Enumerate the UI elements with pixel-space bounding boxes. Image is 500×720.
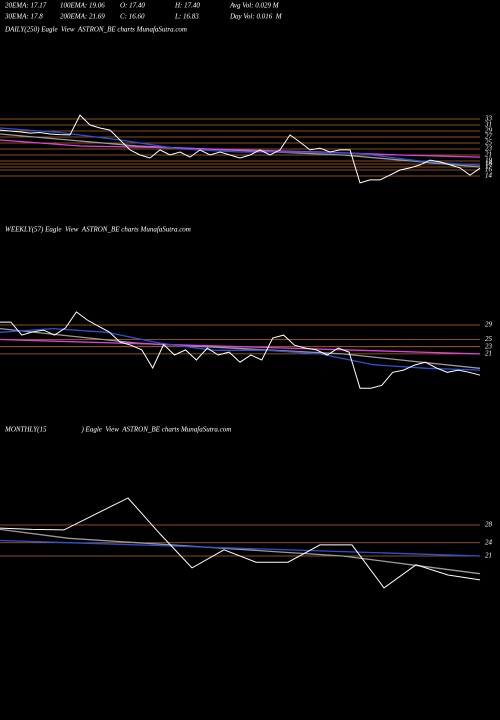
- y-tick-label: 25: [485, 335, 493, 343]
- y-tick-label: 21: [485, 552, 492, 560]
- header-stat: Day Vol: 0.016 M: [229, 13, 283, 21]
- panel-label: DAILY(250) Eagle View ASTRON_BE charts M…: [4, 26, 187, 34]
- y-tick-label: 31: [484, 121, 492, 129]
- header-stat: 200EMA: 21.69: [60, 13, 105, 21]
- y-tick-label: 19: [485, 157, 493, 165]
- y-tick-label: 23: [485, 145, 493, 153]
- y-tick-label: 18: [485, 160, 493, 168]
- header-stat: Avg Vol: 0.029 M: [229, 2, 280, 10]
- header-stat: C: 16.60: [120, 13, 145, 21]
- header-stat: L: 16.83: [174, 13, 199, 21]
- y-tick-label: 29: [485, 321, 493, 329]
- price-line: [0, 539, 481, 557]
- y-tick-label: 21: [485, 151, 492, 159]
- price-line: [0, 497, 481, 589]
- y-tick-label: 28: [485, 521, 493, 529]
- price-line: [0, 528, 481, 575]
- price-line: [0, 327, 481, 371]
- y-tick-label: 33: [484, 115, 493, 123]
- price-line: [0, 139, 481, 158]
- y-tick-label: 24: [485, 538, 493, 546]
- price-line: [0, 127, 481, 167]
- y-tick-label: 21: [485, 350, 492, 358]
- price-line: [0, 311, 481, 389]
- panel-label: WEEKLY(57) Eagle View ASTRON_BE charts M…: [5, 226, 191, 234]
- price-line: [0, 338, 481, 355]
- header-stat: O: 17.40: [120, 2, 145, 10]
- y-tick-label: 16: [485, 166, 493, 174]
- header-stat: 100EMA: 19.06: [60, 2, 105, 10]
- price-line: [0, 327, 481, 369]
- y-tick-label: 27: [485, 133, 493, 141]
- y-tick-label: 14: [485, 172, 493, 180]
- y-tick-label: 25: [485, 139, 493, 147]
- header-stat: H: 17.40: [174, 2, 200, 10]
- y-tick-label: 17: [485, 163, 493, 171]
- panel-label: MONTHLY(15 ) Eagle View ASTRON_BE charts…: [4, 426, 231, 434]
- header-stat: 20EMA: 17.17: [5, 2, 47, 10]
- y-tick-label: 23: [485, 342, 493, 350]
- y-tick-label: 29: [485, 127, 493, 135]
- header-stat: 30EMA: 17.8: [4, 13, 43, 21]
- price-line: [0, 114, 481, 184]
